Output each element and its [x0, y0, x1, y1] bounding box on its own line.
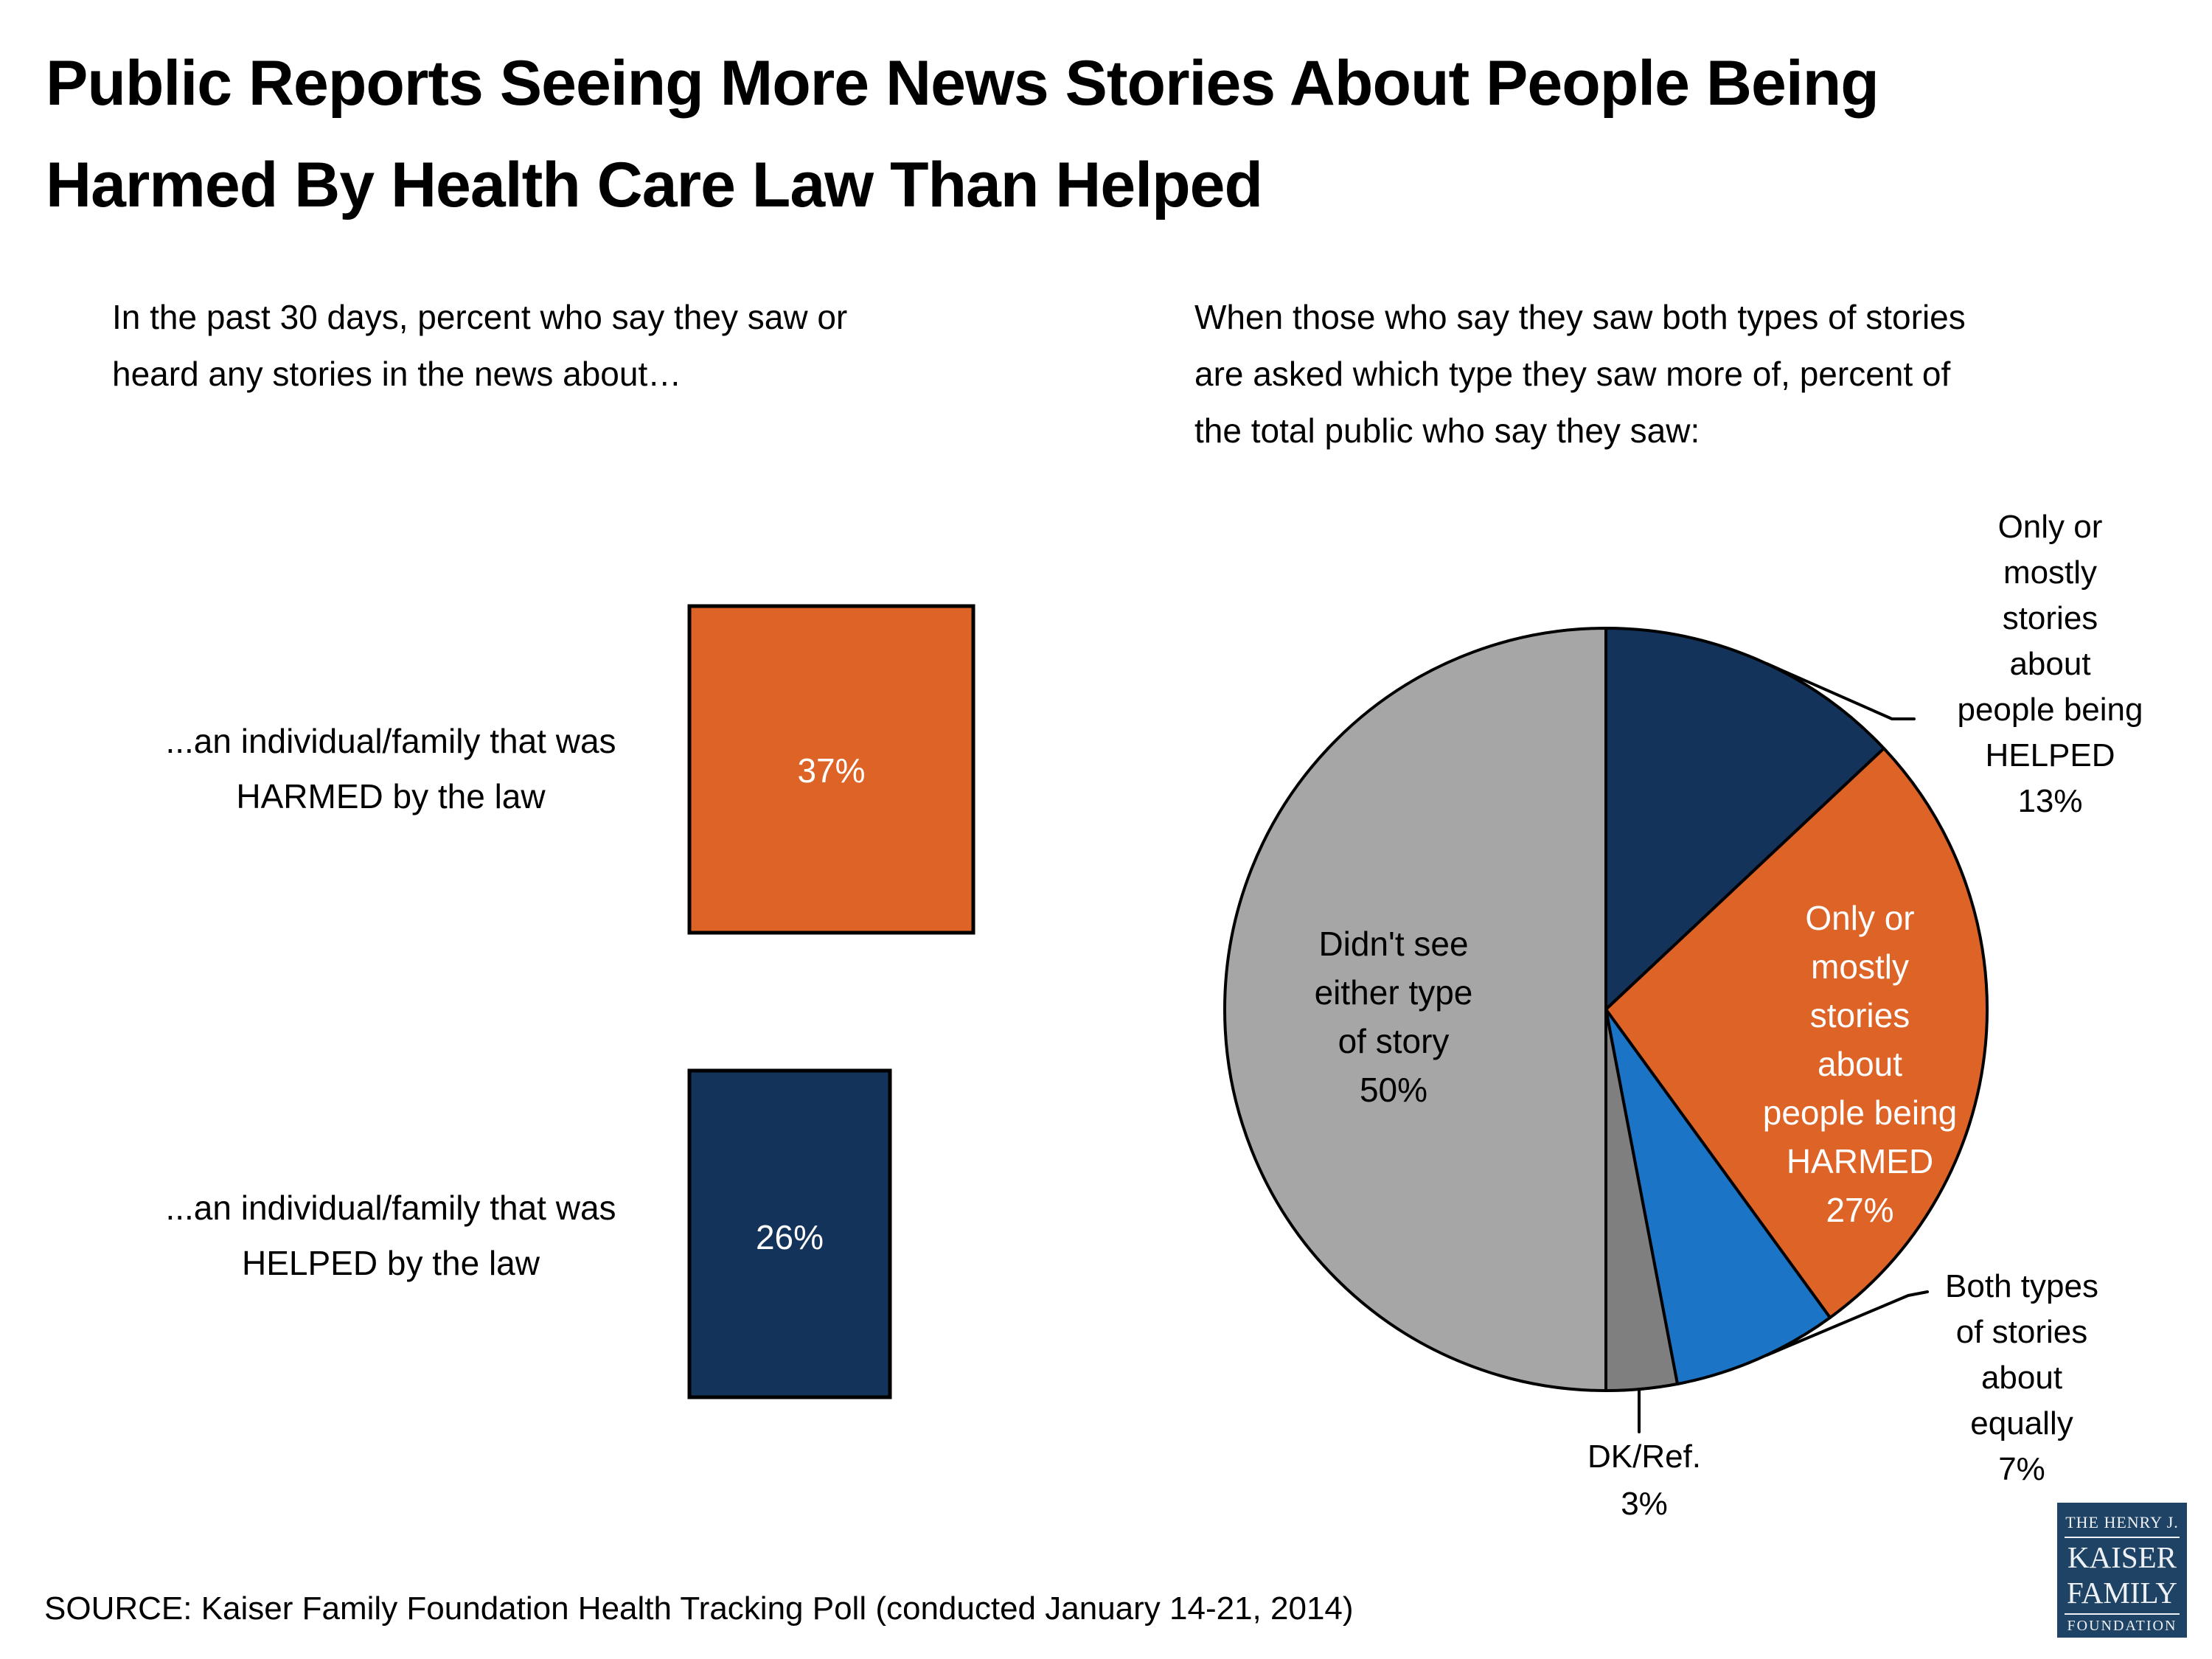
pie-label-helped: Only or mostly stories about people being HEL… [1957, 509, 2143, 819]
callout-line-helped [1765, 662, 1916, 720]
kff-logo-line-family: FAMILY [2066, 1576, 2178, 1610]
bar-label-helped: ...an individual/family that was HELPED b… [165, 1189, 616, 1282]
bar-chart-subtitle: In the past 30 days, percent who say the… [112, 298, 848, 393]
pie-label-dkref: DK/Ref. 3% [1587, 1439, 1702, 1522]
kff-logo: THE HENRY J. KAISER FAMILY FOUNDATION [2057, 1503, 2187, 1638]
bar-value-helped: 26% [755, 1218, 824, 1256]
bar-helped [687, 1068, 892, 1399]
kff-logo-divider [2065, 1613, 2180, 1615]
pie-slice-helped [1604, 627, 1885, 1011]
pie-label-harmed: Only or mostly stories about people being HAR… [1762, 899, 1958, 1229]
pie-label-didnt-see: Didn't see either type of story 50% [1314, 925, 1473, 1109]
kff-logo-line-foundation: FOUNDATION [2067, 1618, 2177, 1634]
pie-label-both: Both types of stories about equally 7% [1945, 1268, 2098, 1487]
callout-line-both [1765, 1290, 1929, 1357]
bar-harmed [687, 604, 975, 935]
bar-value-harmed: 37% [797, 751, 866, 790]
bar-label-harmed: ...an individual/family that was HARMED b… [165, 722, 616, 815]
source-note: SOURCE: Kaiser Family Foundation Health … [44, 1590, 1354, 1627]
kff-logo-line-kaiser: KAISER [2067, 1540, 2177, 1574]
pie-slice-both [1604, 1008, 1832, 1385]
pie-slice-didnt-see [1223, 627, 1607, 1392]
kff-logo-line-henry: THE HENRY J. [2065, 1513, 2180, 1538]
page-title: Public Reports Seeing More News Stories … [46, 48, 1879, 220]
pie-chart-subtitle: When those who say they saw both types o… [1194, 298, 1966, 450]
pie-slice-harmed [1604, 747, 1989, 1319]
